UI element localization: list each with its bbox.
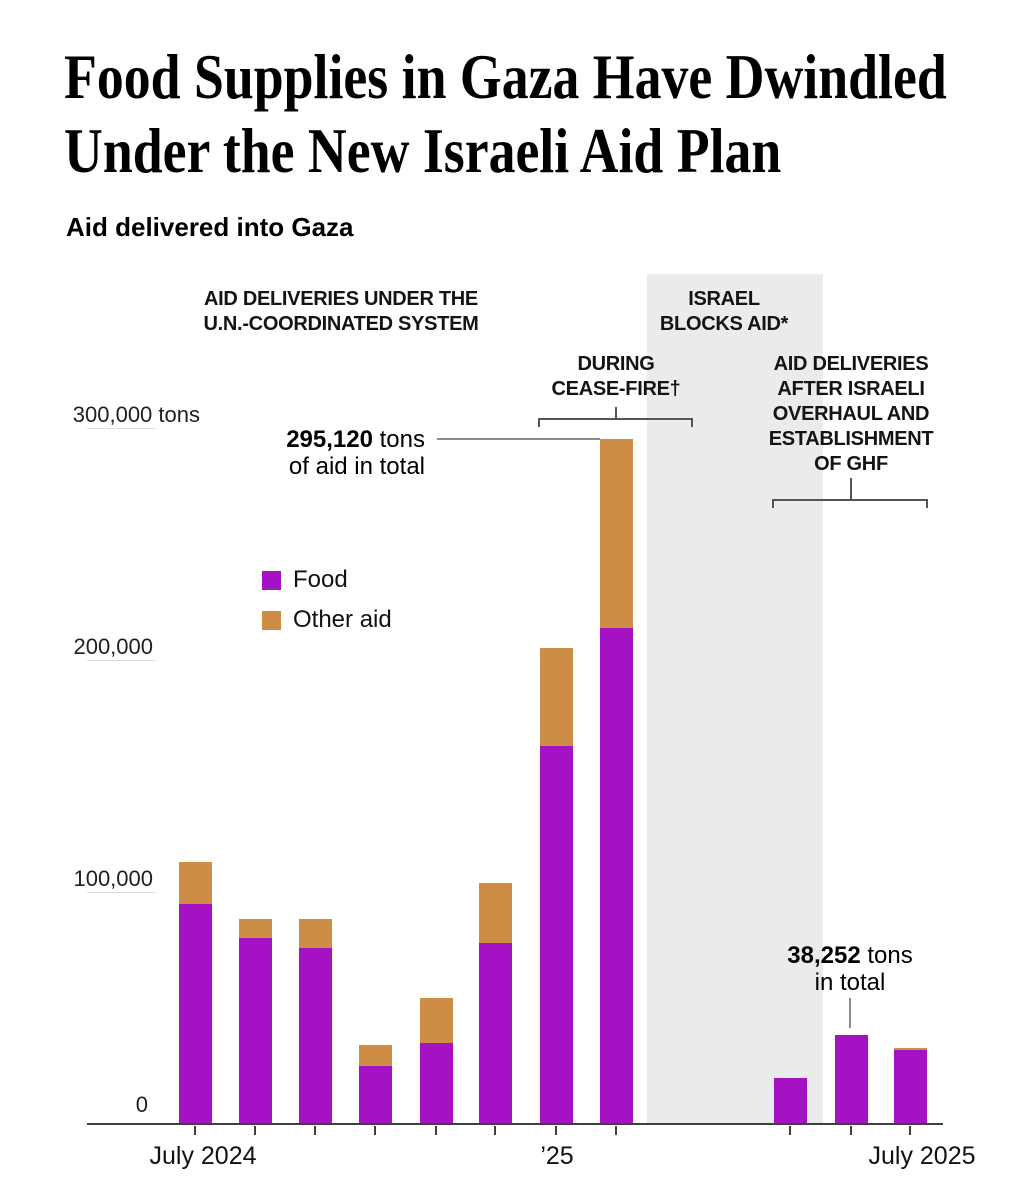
bar-segment-other-aid [238, 918, 272, 939]
bar-segment-food [893, 1049, 927, 1124]
x-axis-tick [194, 1126, 196, 1135]
annotation-israel-blocks-aid: ISRAEL BLOCKS AID* [659, 288, 789, 335]
ghf-total-suffix: tons [860, 942, 913, 969]
legend: Food Other aid [262, 566, 392, 646]
legend-label-other-aid: Other aid [293, 606, 392, 633]
x-axis-tick [909, 1126, 911, 1135]
stacked-bar [773, 1077, 807, 1124]
stacked-bar [238, 918, 272, 1124]
food-swatch-icon [262, 570, 281, 590]
peak-total-suffix: tons [372, 426, 425, 453]
ghf-bracket-tick [850, 478, 852, 499]
stacked-bar [178, 861, 212, 1124]
blockade-shaded-region [647, 274, 823, 1124]
peak-callout-leader-line [437, 438, 600, 440]
stacked-bar [893, 1047, 927, 1124]
x-axis-tick [850, 1126, 852, 1135]
x-axis-tick [615, 1126, 617, 1135]
y-axis-label-100k: 100,000 [73, 866, 153, 891]
bar-segment-food [539, 745, 573, 1124]
title-line-2: Under the New Israeli Aid Plan [64, 115, 782, 186]
ghf-total-line2: in total [814, 969, 886, 996]
ceasefire-bracket [538, 418, 693, 427]
legend-item-food: Food [262, 566, 392, 594]
ceasefire-bracket-tick [615, 407, 617, 418]
gridline-300k [87, 428, 155, 429]
bar-segment-food [773, 1077, 807, 1124]
bar-segment-food [478, 943, 512, 1124]
stacked-bar [358, 1045, 392, 1124]
bar-segment-food [419, 1042, 453, 1124]
x-axis-tick [254, 1126, 256, 1135]
x-axis-tick [374, 1126, 376, 1135]
x-axis-line [87, 1123, 943, 1125]
x-axis-label-25: ’25 [540, 1142, 574, 1170]
callout-peak-total: 295,120 tons of aid in total [225, 426, 425, 480]
bar-segment-food [178, 903, 212, 1124]
stacked-bar [478, 882, 512, 1124]
bar-segment-other-aid [599, 439, 633, 628]
x-axis-tick [494, 1126, 496, 1135]
annotation-un-system: AID DELIVERIES UNDER THE U.N.-COORDINATE… [203, 288, 479, 335]
bar-segment-other-aid [893, 1047, 927, 1050]
x-axis-tick [555, 1126, 557, 1135]
bar-segment-food [834, 1035, 868, 1124]
peak-total-value: 295,120 [286, 426, 373, 453]
x-axis-label-july-2024: July 2024 [149, 1142, 257, 1170]
gridline-200k [87, 660, 155, 661]
x-axis-tick [435, 1126, 437, 1135]
gridline-100k [87, 892, 155, 893]
y-axis-label-200k: 200,000 [73, 634, 153, 659]
stacked-bar [834, 1035, 868, 1124]
ghf-callout-pointer-line [849, 998, 851, 1028]
y-axis-label-300k: 300,000 tons [72, 402, 200, 427]
y-axis-label-0: 0 [135, 1092, 148, 1117]
stacked-bar [298, 918, 332, 1124]
stacked-bar [419, 997, 453, 1124]
bar-segment-food [238, 938, 272, 1124]
ghf-bracket [772, 499, 928, 508]
page-title: Food Supplies in Gaza Have Dwindled Unde… [64, 40, 947, 188]
bar-segment-other-aid [358, 1045, 392, 1066]
peak-total-line2: of aid in total [288, 453, 425, 480]
ghf-total-value: 38,252 [787, 942, 861, 969]
bar-segment-other-aid [298, 918, 332, 948]
annotation-during-ceasefire: DURING CEASE-FIRE† [551, 353, 681, 400]
bar-segment-other-aid [178, 861, 212, 904]
bar-segment-food [298, 947, 332, 1124]
other-aid-swatch-icon [262, 610, 281, 630]
bar-segment-food [358, 1065, 392, 1124]
legend-item-other-aid: Other aid [262, 606, 392, 634]
legend-label-food: Food [293, 566, 348, 593]
x-axis-label-july-2025: July 2025 [868, 1142, 976, 1170]
chart-subtitle: Aid delivered into Gaza [66, 212, 354, 242]
stacked-bar [539, 648, 573, 1124]
bar-segment-other-aid [419, 997, 453, 1043]
title-line-1: Food Supplies in Gaza Have Dwindled [64, 41, 947, 112]
bar-segment-food [599, 627, 633, 1124]
x-axis-tick [314, 1126, 316, 1135]
bar-segment-other-aid [478, 882, 512, 944]
bar-segment-other-aid [539, 648, 573, 746]
annotation-ghf-period: AID DELIVERIES AFTER ISRAELI OVERHAUL AN… [768, 353, 934, 475]
stacked-bar [599, 439, 633, 1124]
x-axis-tick [789, 1126, 791, 1135]
callout-ghf-total: 38,252 tons in total [770, 942, 930, 996]
